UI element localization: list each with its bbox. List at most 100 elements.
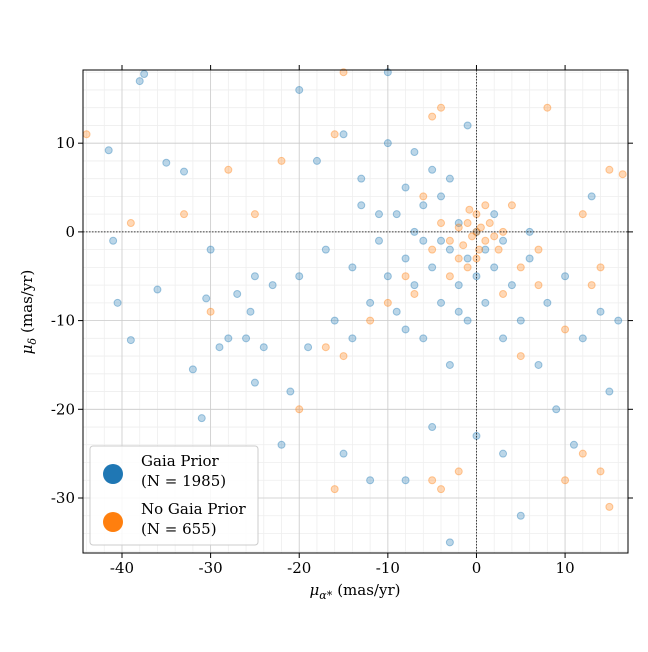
point — [206, 307, 215, 316]
legend-count: (N = 655) — [141, 520, 217, 538]
x-label-symbol: μ — [310, 581, 320, 599]
point — [578, 334, 587, 343]
point — [499, 334, 508, 343]
point — [82, 130, 91, 139]
legend-box — [89, 445, 259, 546]
point — [428, 263, 437, 272]
point — [552, 405, 561, 414]
point — [543, 298, 552, 307]
point — [596, 263, 605, 272]
point — [490, 210, 499, 219]
point — [246, 307, 255, 316]
point — [197, 414, 206, 423]
point — [428, 112, 437, 121]
point — [534, 281, 543, 290]
point — [534, 245, 543, 254]
point — [428, 476, 437, 485]
point — [454, 307, 463, 316]
point — [348, 263, 357, 272]
legend-marker — [103, 512, 123, 532]
point — [126, 219, 135, 228]
point — [202, 294, 211, 303]
point — [516, 352, 525, 361]
point — [295, 85, 304, 94]
point — [463, 263, 472, 272]
point — [135, 77, 144, 86]
legend-label: No Gaia Prior — [141, 500, 246, 518]
point — [454, 219, 463, 228]
point — [250, 210, 259, 219]
point — [534, 360, 543, 369]
point — [578, 210, 587, 219]
point — [494, 245, 503, 254]
point — [383, 298, 392, 307]
point — [224, 165, 233, 174]
point — [286, 387, 295, 396]
point — [401, 325, 410, 334]
y-tick-label: -30 — [51, 489, 75, 507]
point — [321, 343, 330, 352]
point — [374, 236, 383, 245]
point — [463, 219, 472, 228]
point — [490, 263, 499, 272]
point — [277, 440, 286, 449]
point — [437, 298, 446, 307]
point — [312, 156, 321, 165]
point — [419, 192, 428, 201]
point — [561, 272, 570, 281]
point — [465, 205, 474, 214]
point — [180, 210, 189, 219]
point — [419, 201, 428, 210]
point — [153, 285, 162, 294]
point — [445, 245, 454, 254]
point — [277, 156, 286, 165]
point — [401, 183, 410, 192]
y-tick-label: 10 — [56, 134, 75, 152]
point — [490, 232, 499, 241]
point — [188, 365, 197, 374]
point — [104, 146, 113, 155]
point — [357, 174, 366, 183]
point — [339, 449, 348, 458]
point — [357, 201, 366, 210]
x-tick-label: 10 — [556, 559, 575, 577]
x-tick-label: -40 — [110, 559, 134, 577]
point — [330, 130, 339, 139]
point — [180, 167, 189, 176]
point — [428, 423, 437, 432]
point — [507, 201, 516, 210]
point — [428, 165, 437, 174]
point — [499, 289, 508, 298]
point — [516, 263, 525, 272]
point — [437, 485, 446, 494]
point — [126, 336, 135, 345]
x-axis-label: μα* (mas/yr) — [310, 581, 401, 602]
legend-count: (N = 1985) — [141, 472, 226, 490]
point — [295, 272, 304, 281]
point — [578, 449, 587, 458]
point — [304, 343, 313, 352]
x-tick-label: -20 — [287, 559, 311, 577]
point — [383, 272, 392, 281]
point — [410, 281, 419, 290]
point — [366, 298, 375, 307]
x-tick-label: -10 — [376, 559, 400, 577]
point — [401, 476, 410, 485]
point — [339, 130, 348, 139]
point — [242, 334, 251, 343]
point — [618, 170, 627, 179]
point — [366, 316, 375, 325]
point — [561, 476, 570, 485]
point — [516, 316, 525, 325]
point — [481, 245, 490, 254]
point — [476, 223, 485, 232]
point — [481, 201, 490, 210]
point — [392, 210, 401, 219]
point — [587, 192, 596, 201]
point — [140, 69, 149, 78]
point — [499, 449, 508, 458]
point — [330, 485, 339, 494]
point — [459, 241, 468, 250]
point — [525, 254, 534, 263]
